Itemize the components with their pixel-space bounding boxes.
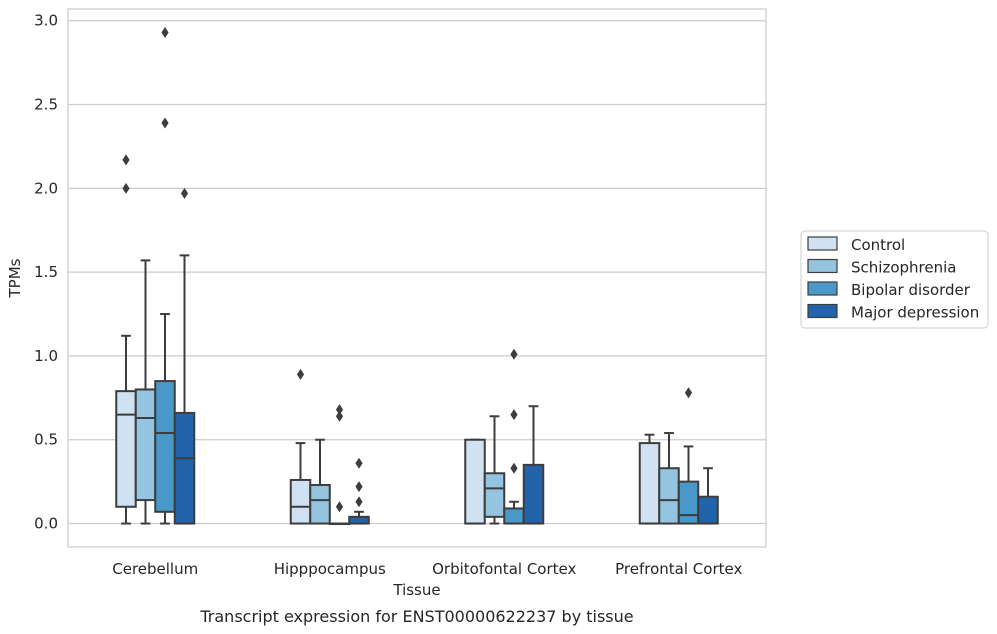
plot-marks [115, 26, 719, 526]
box-body [289, 478, 312, 525]
y-tick-label: 3.0 [34, 12, 58, 30]
box-body [483, 472, 506, 518]
x-tick-label: Hipppocampus [274, 560, 386, 578]
outlier-point [180, 187, 189, 199]
outlier-point [122, 154, 130, 166]
outlier-point [161, 26, 169, 38]
box-body [638, 442, 661, 525]
y-axis-label: TPMs [6, 258, 24, 298]
box-body [697, 495, 719, 525]
legend-label: Major depression [851, 304, 979, 322]
outlier-point [296, 368, 305, 380]
y-tick-label: 1.0 [34, 347, 58, 365]
box-control [638, 433, 661, 525]
box-control [464, 438, 486, 525]
y-tick-label: 1.5 [34, 263, 58, 281]
outlier-point [510, 409, 518, 421]
legend-swatch [807, 281, 838, 296]
box-bipolar-disorder [328, 404, 351, 526]
outlier-point [355, 496, 363, 508]
outlier-point [510, 348, 518, 360]
x-tick-label: Prefrontal Cortex [615, 560, 742, 578]
legend: Control Schizophrenia Bipolar disorder Majo… [800, 230, 989, 329]
outlier-point [335, 410, 344, 422]
legend-label: Bipolar disorder [851, 281, 971, 299]
plot-frame [67, 8, 767, 548]
y-tick-label: 2.5 [34, 96, 58, 114]
box-body [154, 380, 176, 513]
box-body [677, 480, 700, 525]
box-major-depression [697, 467, 719, 525]
outlier-point [335, 404, 344, 416]
outlier-point [355, 457, 363, 469]
outlier-point [684, 387, 693, 399]
outlier-point [355, 481, 363, 493]
outlier-point [335, 501, 344, 513]
outlier-point [510, 462, 518, 474]
box-body [503, 507, 525, 525]
legend-swatch [807, 258, 838, 274]
box-bipolar-disorder [503, 348, 525, 525]
box-body [348, 515, 370, 525]
x-axis-ticks: Cerebellum Hipppocampus Orbitofontal Corte… [112, 560, 742, 578]
box-body [309, 483, 331, 525]
outlier-point [161, 117, 169, 129]
legend-swatch [807, 303, 838, 319]
box-schizophrenia [483, 415, 506, 525]
box-body [658, 467, 680, 525]
x-tick-label: Orbitofontal Cortex [432, 560, 576, 578]
y-tick-label: 2.0 [34, 179, 58, 197]
y-tick-label: 0.5 [34, 431, 58, 449]
box-body [173, 411, 196, 525]
box-control [115, 154, 137, 525]
legend-swatch [807, 236, 838, 251]
box-major-depression [348, 457, 370, 525]
legend-label: Control [851, 236, 905, 254]
box-body [134, 388, 157, 502]
figure-caption: Transcript expression for ENST0000062223… [199, 607, 633, 626]
box-major-depression [173, 187, 196, 525]
legend-label: Schizophrenia [851, 259, 956, 277]
y-tick-label: 0.0 [34, 515, 58, 533]
x-axis-label: Tissue [392, 581, 440, 599]
box-body [522, 463, 545, 525]
box-schizophrenia [309, 438, 331, 525]
box-major-depression [522, 405, 545, 525]
outlier-point [122, 182, 130, 194]
box-bipolar-disorder [677, 387, 700, 525]
x-tick-label: Cerebellum [112, 560, 198, 578]
box-body [464, 438, 486, 525]
box-body [115, 390, 137, 508]
legend-frame [800, 230, 989, 329]
y-axis-ticks: 0.0 0.5 1.0 1.5 2.0 2.5 3.0 [34, 12, 58, 533]
box-schizophrenia [134, 259, 157, 525]
